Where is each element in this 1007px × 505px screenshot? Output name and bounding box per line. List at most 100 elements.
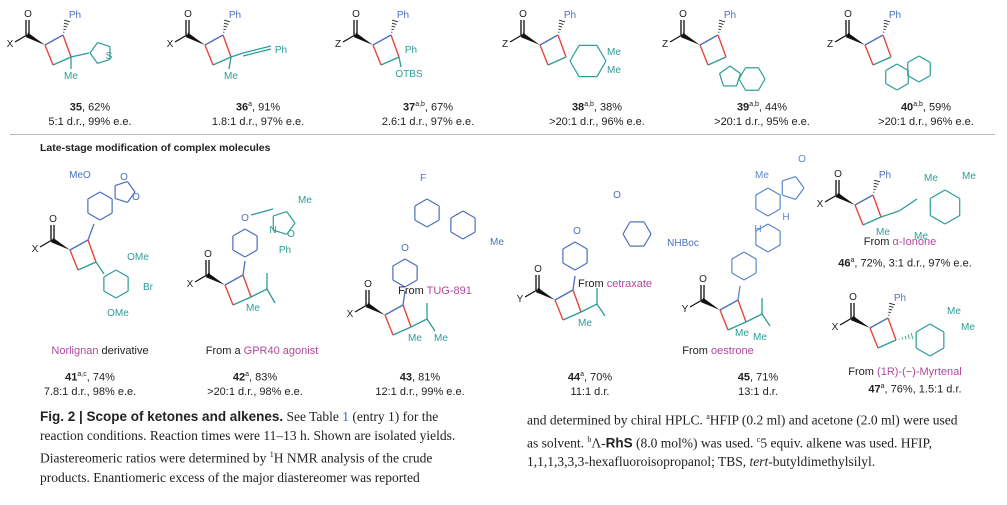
ring-bond	[918, 55, 931, 64]
ring-bond	[286, 222, 296, 235]
hashed-bond	[883, 22, 889, 25]
oxygen-label: O	[679, 9, 687, 20]
atom-label: Me	[755, 170, 769, 181]
hashed-bond	[718, 28, 721, 31]
bond	[44, 34, 64, 46]
bond	[864, 34, 884, 46]
bond	[52, 56, 72, 66]
bond	[14, 34, 28, 43]
ring-bond	[97, 41, 111, 48]
ring-bond	[735, 73, 742, 87]
bond	[509, 34, 523, 43]
acyl-group-label: X	[187, 279, 194, 290]
ring-bond	[622, 233, 631, 247]
bond	[372, 44, 382, 66]
bond	[880, 210, 900, 218]
ring-bond	[404, 279, 418, 288]
ring-bond	[918, 74, 931, 83]
bond	[557, 34, 567, 58]
wedge-bond	[205, 272, 225, 285]
atom-label: Ph	[279, 245, 291, 256]
ring-bond	[114, 197, 128, 204]
ring-bond	[404, 258, 418, 267]
hashed-bond	[63, 28, 66, 31]
source-label-43: From TUG-891	[398, 285, 472, 297]
ring-bond	[755, 223, 769, 232]
wedge-bond	[535, 287, 555, 300]
acyl-group-label: Y	[682, 304, 689, 315]
ring-bond	[755, 187, 769, 196]
ring-bond	[755, 208, 769, 217]
oxygen-label: O	[184, 9, 192, 20]
acyl-group-label: X	[167, 39, 174, 50]
section-divider	[10, 134, 995, 135]
hashed-bond	[901, 337, 904, 340]
phenyl-label: Ph	[397, 10, 409, 21]
acyl-group-label: Z	[662, 39, 668, 50]
bond	[232, 296, 252, 306]
atom-label: Me	[298, 195, 312, 206]
oxygen-label: O	[49, 214, 57, 225]
atom-label: Me	[753, 332, 767, 343]
phenyl-label: Ph	[564, 10, 576, 21]
oxygen-label: O	[24, 9, 32, 20]
atom-label: O	[241, 213, 249, 224]
bond	[562, 311, 582, 321]
ring-bond	[99, 191, 113, 200]
atom-label: Ph	[405, 45, 417, 56]
ring-bond	[896, 63, 909, 72]
phenyl-label: Ph	[69, 10, 81, 21]
ring-bond	[392, 279, 406, 288]
acyl-group-label: X	[817, 199, 824, 210]
ring-bond	[729, 65, 741, 75]
wedge-bond	[520, 32, 540, 45]
ring-bond	[738, 78, 747, 91]
bond	[384, 304, 404, 316]
oxygen-label: O	[849, 292, 857, 303]
ring-bond	[929, 323, 945, 333]
atom-label: O	[573, 226, 581, 237]
ring-bond	[896, 82, 909, 91]
atom-label: Me	[64, 71, 78, 82]
bond	[699, 44, 709, 66]
hashed-bond	[888, 302, 896, 306]
ring-bond	[232, 249, 246, 258]
table-link[interactable]: 1	[342, 409, 350, 424]
oxygen-label: O	[534, 264, 542, 275]
ring-bond	[574, 241, 588, 250]
bond	[204, 34, 224, 46]
ring-bond	[885, 63, 898, 72]
bond	[717, 34, 727, 58]
ring-bond	[244, 249, 258, 258]
ring-bond	[273, 211, 287, 217]
ring-bond	[99, 212, 113, 221]
bond	[398, 56, 402, 68]
ring-bond	[574, 262, 588, 271]
bond	[854, 194, 874, 206]
ring-bond	[944, 189, 961, 200]
compound-caption-35: 35, 62% 5:1 d.r., 99% e.e.	[48, 101, 132, 128]
bond	[834, 34, 848, 43]
hashed-bond	[888, 305, 894, 308]
bond	[69, 239, 89, 251]
atom-label: O	[613, 190, 621, 201]
atom-label: OMe	[107, 308, 129, 319]
wedge-bond	[185, 32, 205, 45]
hashed-bond	[391, 28, 394, 31]
bond	[224, 274, 244, 286]
ring-bond	[719, 65, 731, 75]
ring-bond	[782, 194, 796, 200]
ring-bond	[286, 211, 296, 224]
bond	[824, 194, 838, 203]
atom-label: O	[120, 172, 128, 183]
atom-label: Me	[224, 71, 238, 82]
bond	[426, 318, 436, 332]
acyl-group-label: X	[7, 39, 14, 50]
figure-caption-right: and determined by chiral HPLC. aHFIP (0.…	[527, 412, 958, 469]
acyl-group-label: X	[832, 322, 839, 333]
hashed-bond	[718, 22, 724, 25]
ring-bond	[944, 214, 961, 225]
bond	[898, 198, 918, 212]
bond	[727, 321, 747, 331]
